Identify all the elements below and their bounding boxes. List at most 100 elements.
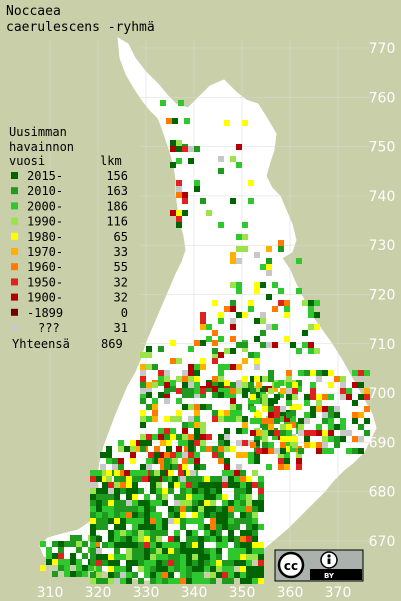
- map-title-genus: Noccaea: [6, 4, 61, 19]
- observation-square: [308, 342, 314, 348]
- observation-square: [186, 518, 192, 524]
- observation-square: [252, 500, 258, 506]
- observation-square: [206, 446, 212, 452]
- observation-square: [170, 162, 176, 168]
- observation-square: [132, 506, 138, 512]
- observation-square: [170, 452, 176, 458]
- legend-year-label: 1990-: [27, 215, 63, 229]
- attribution-head: [327, 554, 331, 558]
- license-badge[interactable]: cc BY: [274, 549, 364, 582]
- observation-square: [304, 400, 310, 406]
- observation-square: [164, 398, 170, 404]
- observation-square: [162, 554, 168, 560]
- observation-square: [258, 524, 264, 530]
- observation-square: [224, 120, 230, 126]
- observation-square: [290, 410, 296, 416]
- observation-square: [204, 536, 210, 542]
- observation-square: [126, 578, 132, 584]
- observation-square: [102, 476, 108, 482]
- observation-square: [216, 572, 222, 578]
- observation-square: [140, 434, 146, 440]
- observation-square: [180, 578, 186, 584]
- observation-square: [168, 566, 174, 572]
- observation-square: [156, 488, 162, 494]
- observation-square: [192, 530, 198, 536]
- observation-square: [224, 446, 230, 452]
- observation-square: [188, 370, 194, 376]
- observation-square: [200, 312, 206, 318]
- observation-square: [170, 146, 176, 152]
- observation-square: [298, 430, 304, 436]
- observation-square: [138, 530, 144, 536]
- observation-square: [140, 464, 146, 470]
- observation-square: [242, 440, 248, 446]
- observation-square: [280, 424, 286, 430]
- legend-swatch: [11, 202, 18, 210]
- observation-square: [174, 494, 180, 500]
- observation-square: [144, 524, 150, 530]
- observation-square: [106, 470, 112, 476]
- observation-square: [132, 524, 138, 530]
- observation-square: [144, 500, 150, 506]
- observation-square: [248, 306, 254, 312]
- legend-heading-2: havainnon: [9, 140, 74, 154]
- observation-square: [236, 234, 242, 240]
- observation-square: [228, 578, 234, 584]
- observation-square: [120, 500, 126, 506]
- observation-square: [358, 394, 364, 400]
- observation-square: [248, 382, 254, 388]
- observation-square: [222, 560, 228, 566]
- observation-square: [154, 458, 160, 464]
- observation-square: [146, 392, 152, 398]
- observation-square: [236, 410, 242, 416]
- observation-square: [290, 446, 296, 452]
- observation-square: [280, 388, 286, 394]
- observation-square: [194, 464, 200, 470]
- observation-square: [194, 364, 200, 370]
- observation-square: [192, 566, 198, 572]
- observation-square: [144, 542, 150, 548]
- observation-square: [198, 566, 204, 572]
- observation-square: [168, 470, 174, 476]
- observation-square: [358, 412, 364, 418]
- observation-square: [222, 542, 228, 548]
- observation-square: [268, 370, 274, 376]
- observation-square: [242, 376, 248, 382]
- observation-square: [266, 264, 272, 270]
- observation-square: [246, 494, 252, 500]
- observation-square: [156, 536, 162, 542]
- observation-square: [154, 470, 160, 476]
- legend-swatch: [11, 293, 18, 301]
- observation-square: [164, 370, 170, 376]
- observation-square: [280, 442, 286, 448]
- y-axis-labels: 770 760 750 740 730 720 710 700 690 680 670: [369, 41, 396, 550]
- observation-square: [216, 476, 222, 482]
- observation-square: [296, 288, 302, 294]
- observation-square: [158, 346, 164, 352]
- observation-square: [108, 536, 114, 542]
- observation-square: [144, 554, 150, 560]
- observation-square: [164, 388, 170, 394]
- observation-square: [236, 144, 242, 150]
- observation-square: [200, 464, 206, 470]
- license-by-strip: [310, 569, 362, 580]
- observation-square: [162, 548, 168, 554]
- observation-square: [140, 388, 146, 394]
- observation-square: [250, 418, 256, 424]
- y-axis-label: 740: [369, 189, 396, 205]
- observation-square: [170, 386, 176, 392]
- observation-square: [164, 458, 170, 464]
- observation-square: [224, 388, 230, 394]
- observation-square: [260, 282, 266, 288]
- observation-square: [266, 342, 272, 348]
- observation-square: [90, 494, 96, 500]
- observation-square: [274, 406, 280, 412]
- observation-square: [192, 500, 198, 506]
- observation-square: [272, 342, 278, 348]
- observation-square: [138, 476, 144, 482]
- observation-square: [82, 541, 88, 547]
- observation-square: [162, 572, 168, 578]
- observation-square: [212, 380, 218, 386]
- observation-square: [192, 536, 198, 542]
- observation-square: [120, 512, 126, 518]
